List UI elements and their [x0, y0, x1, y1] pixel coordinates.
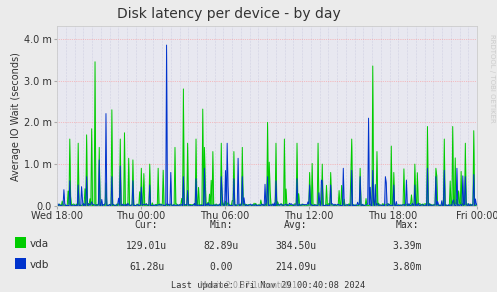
Text: Munin 2.0.37-1ubuntu0.1: Munin 2.0.37-1ubuntu0.1 [200, 281, 297, 291]
Text: vda: vda [30, 239, 49, 248]
Text: RRDTOOL / TOBI OETIKER: RRDTOOL / TOBI OETIKER [489, 34, 495, 123]
Text: vdb: vdb [30, 260, 49, 270]
Text: 214.09u: 214.09u [275, 262, 316, 272]
Text: 82.89u: 82.89u [204, 241, 239, 251]
Text: 61.28u: 61.28u [129, 262, 164, 272]
Text: Disk latency per device - by day: Disk latency per device - by day [117, 7, 340, 21]
Text: Min:: Min: [209, 220, 233, 230]
Text: Max:: Max: [396, 220, 419, 230]
Text: Avg:: Avg: [284, 220, 308, 230]
Y-axis label: Average IO Wait (seconds): Average IO Wait (seconds) [11, 52, 21, 180]
Text: 384.50u: 384.50u [275, 241, 316, 251]
Text: Last update: Fri Nov 29 00:40:08 2024: Last update: Fri Nov 29 00:40:08 2024 [171, 281, 365, 290]
Text: 3.39m: 3.39m [393, 241, 422, 251]
Text: Cur:: Cur: [135, 220, 159, 230]
Text: 3.80m: 3.80m [393, 262, 422, 272]
Text: 0.00: 0.00 [209, 262, 233, 272]
Text: 129.01u: 129.01u [126, 241, 167, 251]
